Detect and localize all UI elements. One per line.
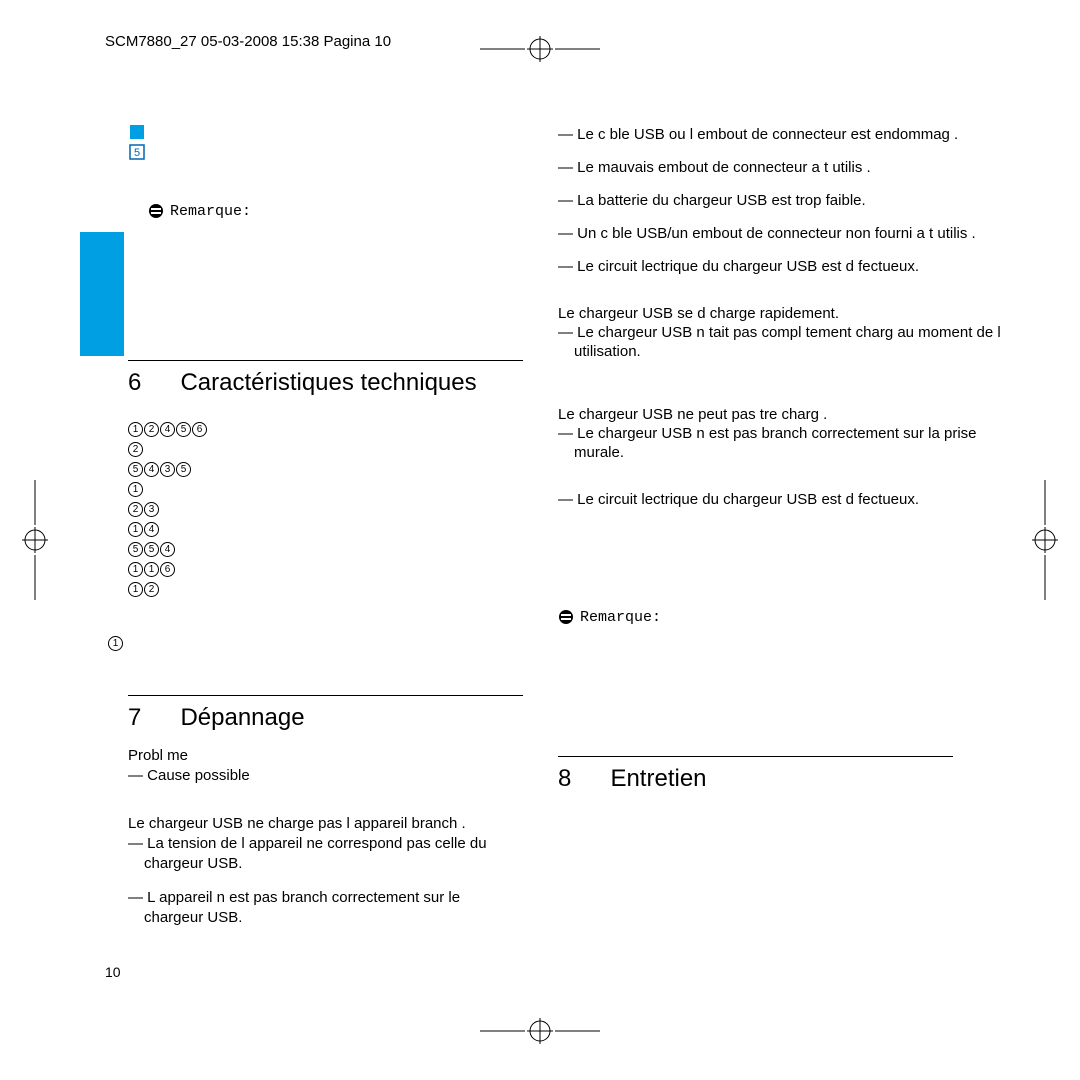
- circled-digit: 1: [128, 482, 143, 497]
- section-rule: [128, 360, 523, 361]
- circled-digit: 1: [128, 422, 143, 437]
- circled-digit: 4: [160, 422, 175, 437]
- crop-mark-bottom: [480, 1018, 600, 1044]
- circled-digit: 6: [192, 422, 207, 437]
- circled-digit: 3: [144, 502, 159, 517]
- circled-digit: 5: [144, 542, 159, 557]
- crop-mark-top: [480, 36, 600, 62]
- circled-digit: 1: [128, 522, 143, 537]
- circled-digit: 4: [160, 542, 175, 557]
- note-icon: [148, 203, 164, 219]
- circled-digit: 1: [144, 562, 159, 577]
- circled-digit: 5: [128, 542, 143, 557]
- section-number: 7: [128, 704, 176, 732]
- troubleshooting-left: Probl me — Cause possible Le chargeur US…: [128, 746, 523, 928]
- circled-digit: 5: [176, 422, 191, 437]
- troubleshooting-right: — Le c ble USB ou l embout de connecteur…: [558, 125, 1003, 509]
- section-8: 8 Entretien: [558, 756, 953, 793]
- cause-item: — Le chargeur USB n est pas branch corre…: [558, 424, 1003, 462]
- circled-digit: 4: [144, 522, 159, 537]
- circled-digit: 6: [160, 562, 175, 577]
- spec-circled-footnote: 1: [108, 634, 124, 651]
- circled-digit: 2: [128, 442, 143, 457]
- crop-mark-left: [22, 480, 48, 600]
- problem-label: Probl me: [128, 746, 523, 766]
- circled-digit: 5: [176, 462, 191, 477]
- page-number: 10: [105, 964, 121, 980]
- circled-digit: 2: [144, 422, 159, 437]
- circled-digit: 1: [128, 582, 143, 597]
- cause-item: — Le circuit lectrique du chargeur USB e…: [558, 257, 1003, 276]
- cause-item: — Le c ble USB ou l embout de connecteur…: [558, 125, 1003, 144]
- cause-item: — La tension de l appareil ne correspond…: [128, 834, 523, 874]
- section-rule: [558, 756, 953, 757]
- icon-box-number: 5: [134, 147, 140, 159]
- illustration-icon: 5: [128, 125, 146, 166]
- section-title: Dépannage: [180, 704, 304, 731]
- crop-mark-right: [1032, 480, 1058, 600]
- circled-digit: 4: [144, 462, 159, 477]
- language-tab: [80, 232, 124, 356]
- note-label-right: Remarque:: [558, 609, 661, 626]
- note-label-left: Remarque:: [148, 203, 251, 220]
- cause-label: — Cause possible: [128, 766, 523, 786]
- cause-item: — Un c ble USB/un embout de connecteur n…: [558, 224, 1003, 243]
- section-number: 6: [128, 369, 176, 397]
- circled-digit: 2: [144, 582, 159, 597]
- cause-item: — La batterie du chargeur USB est trop f…: [558, 191, 1003, 210]
- cause-item: — L appareil n est pas branch correcteme…: [128, 888, 523, 928]
- section-title: Entretien: [610, 765, 706, 792]
- section-6: 6 Caractéristiques techniques: [128, 360, 523, 397]
- section-rule: [128, 695, 523, 696]
- circled-digit: 2: [128, 502, 143, 517]
- section-number: 8: [558, 765, 606, 793]
- page-header: SCM7880_27 05-03-2008 15:38 Pagina 10: [105, 33, 391, 50]
- cause-item: — Le chargeur USB n tait pas compl temen…: [558, 323, 1003, 361]
- section-title: Caractéristiques techniques: [180, 369, 476, 396]
- problem-statement: Le chargeur USB ne peut pas tre charg .: [558, 405, 1003, 424]
- circled-digit: 3: [160, 462, 175, 477]
- spec-circled-list: 12456254351231455411612: [128, 418, 208, 598]
- circled-digit: 5: [128, 462, 143, 477]
- section-7: 7 Dépannage: [128, 695, 523, 732]
- cause-item: — Le circuit lectrique du chargeur USB e…: [558, 490, 1003, 509]
- circled-digit: 1: [128, 562, 143, 577]
- note-icon: [558, 609, 574, 625]
- problem-statement: Le chargeur USB ne charge pas l appareil…: [128, 814, 523, 834]
- problem-statement: Le chargeur USB se d charge rapidement.: [558, 304, 1003, 323]
- cause-item: — Le mauvais embout de connecteur a t ut…: [558, 158, 1003, 177]
